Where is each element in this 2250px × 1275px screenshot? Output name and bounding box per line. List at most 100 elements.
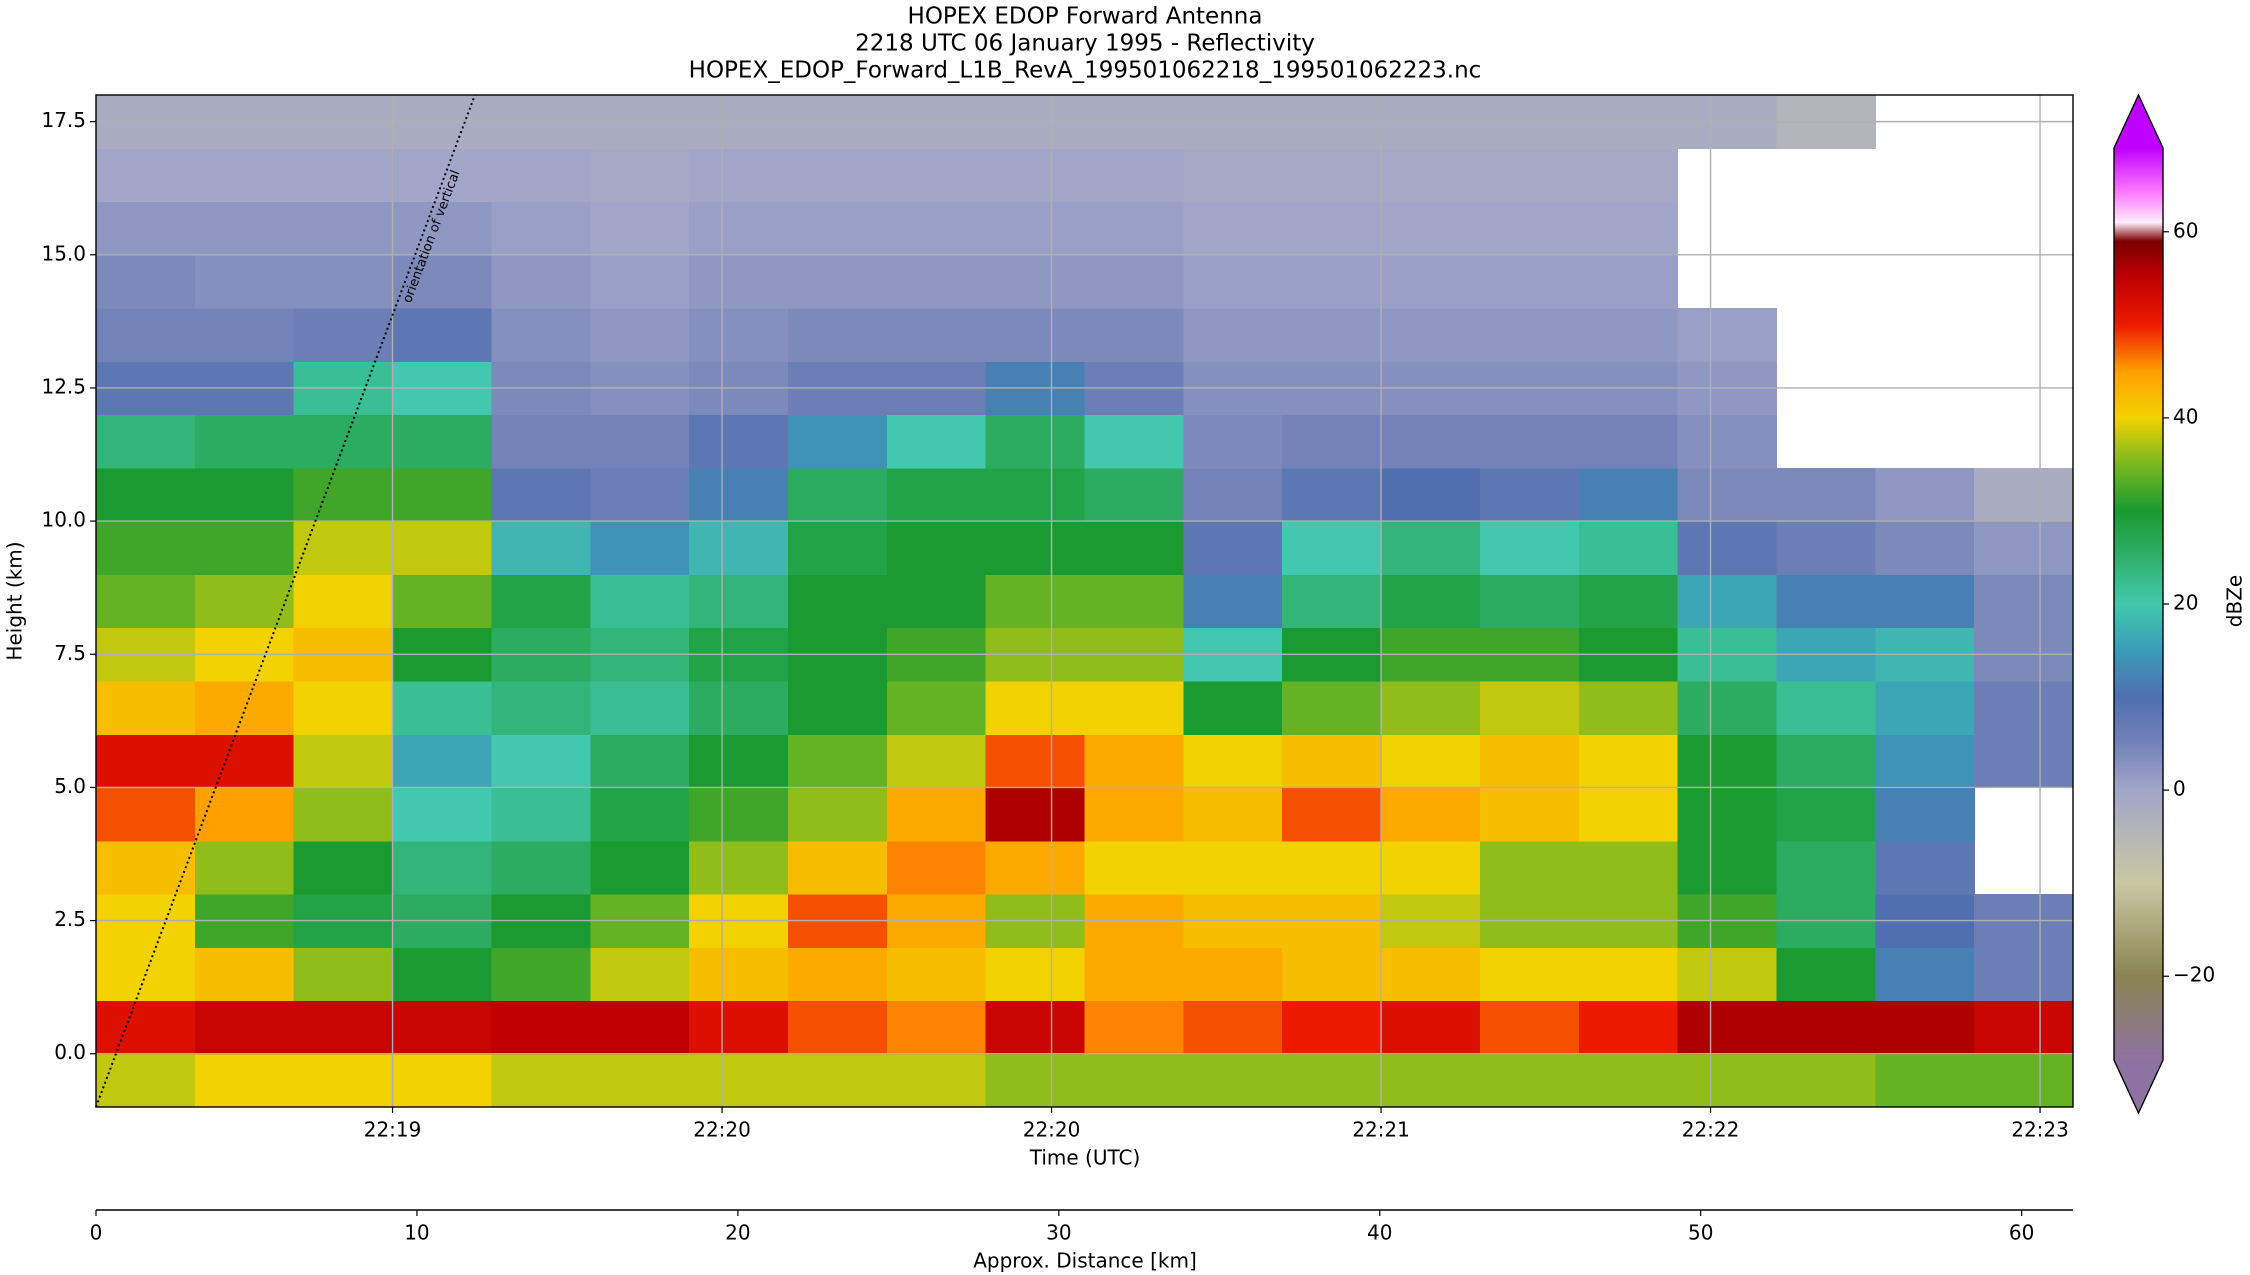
heatmap-cell bbox=[194, 1053, 295, 1108]
heatmap-cell bbox=[590, 308, 690, 362]
heatmap-cell bbox=[1183, 201, 1283, 256]
heatmap-cell bbox=[392, 254, 492, 309]
heatmap-cell bbox=[1578, 1000, 1679, 1055]
heatmap-cell bbox=[1479, 254, 1580, 309]
heatmap-cell bbox=[689, 734, 789, 789]
heatmap-cell bbox=[194, 467, 295, 522]
heatmap-cell bbox=[293, 947, 394, 1002]
heatmap-cell bbox=[1381, 680, 1481, 735]
heatmap-cell bbox=[787, 308, 888, 362]
heatmap-cell bbox=[491, 521, 591, 575]
heatmap-cell bbox=[293, 254, 394, 309]
heatmap-cell bbox=[1381, 947, 1481, 1002]
heatmap-cell bbox=[293, 840, 394, 895]
heatmap-cell bbox=[1677, 467, 1778, 522]
heatmap-cell bbox=[194, 1000, 295, 1055]
heatmap-cell bbox=[392, 787, 492, 842]
heatmap-cell bbox=[1578, 308, 1679, 362]
heatmap-cell bbox=[1084, 734, 1184, 789]
heatmap-cell bbox=[1084, 1000, 1184, 1055]
heatmap-cell bbox=[1578, 201, 1679, 256]
heatmap-cell bbox=[491, 1000, 591, 1055]
heatmap-cell bbox=[392, 680, 492, 735]
heatmap-cell bbox=[1282, 254, 1382, 309]
heatmap-cell bbox=[689, 787, 789, 842]
heatmap-cell bbox=[194, 201, 295, 256]
heatmap-cell bbox=[1183, 308, 1283, 362]
heatmap-cell bbox=[1479, 840, 1580, 895]
heatmap-cell bbox=[1875, 840, 1975, 895]
heatmap-cell bbox=[787, 467, 888, 522]
heatmap-cell bbox=[886, 1000, 987, 1055]
heatmap-cell bbox=[689, 1000, 789, 1055]
heatmap-cell bbox=[985, 947, 1086, 1002]
heatmap-cell bbox=[590, 201, 690, 256]
heatmap-cell bbox=[1578, 787, 1679, 842]
heatmap-cell bbox=[491, 840, 591, 895]
heatmap-cell bbox=[985, 574, 1086, 629]
heatmap-cell bbox=[392, 840, 492, 895]
heatmap-cell bbox=[1084, 467, 1184, 522]
heatmap-cell bbox=[1479, 148, 1580, 203]
heatmap-cell bbox=[491, 947, 591, 1002]
heatmap-cell bbox=[1183, 414, 1283, 469]
heatmap-cell bbox=[689, 201, 789, 256]
heatmap-cell bbox=[491, 148, 591, 203]
heatmap-cell bbox=[1183, 521, 1283, 575]
heatmap-cell bbox=[1479, 467, 1580, 522]
colorbar-extend-top bbox=[2114, 95, 2163, 148]
heatmap-cell bbox=[194, 254, 295, 309]
heatmap-cell bbox=[293, 201, 394, 256]
heatmap-cell bbox=[96, 787, 196, 842]
heatmap-cell bbox=[491, 201, 591, 256]
heatmap-cell bbox=[1183, 734, 1283, 789]
heatmap-cell bbox=[1183, 787, 1283, 842]
heatmap-cell bbox=[1479, 1053, 1580, 1108]
y-tick-label: 12.5 bbox=[41, 374, 86, 398]
heatmap-cell bbox=[985, 680, 1086, 735]
heatmap-cell bbox=[590, 1053, 690, 1108]
heatmap-cell bbox=[689, 680, 789, 735]
heatmap-cell bbox=[886, 148, 987, 203]
heatmap-cell bbox=[787, 574, 888, 629]
heatmap-cell bbox=[1578, 414, 1679, 469]
heatmap-cell bbox=[1183, 840, 1283, 895]
heatmap-cell bbox=[985, 467, 1086, 522]
heatmap-cell bbox=[985, 201, 1086, 256]
heatmap-cell bbox=[491, 680, 591, 735]
heatmap-cell bbox=[1677, 308, 1778, 362]
heatmap-cell bbox=[96, 680, 196, 735]
heatmap-cell bbox=[1183, 254, 1283, 309]
x-tick-label: 22:23 bbox=[2011, 1118, 2069, 1142]
heatmap-cell bbox=[293, 680, 394, 735]
heatmap-cell bbox=[96, 201, 196, 256]
heatmap-cell bbox=[787, 521, 888, 575]
x-tick-label: 22:20 bbox=[693, 1118, 751, 1142]
heatmap-cell bbox=[1776, 574, 1876, 629]
heatmap-cell bbox=[689, 148, 789, 203]
heatmap-cell bbox=[491, 254, 591, 309]
y-tick-label: 0.0 bbox=[54, 1040, 86, 1064]
heatmap-cell bbox=[392, 414, 492, 469]
heatmap-cell bbox=[689, 1053, 789, 1108]
heatmap-cell bbox=[590, 840, 690, 895]
heatmap-cell bbox=[590, 787, 690, 842]
heatmap-cell bbox=[1282, 467, 1382, 522]
y-axis-label: Height (km) bbox=[3, 541, 27, 660]
heatmap-cell bbox=[1282, 201, 1382, 256]
heatmap-cell bbox=[1381, 574, 1481, 629]
heatmap-cell bbox=[590, 254, 690, 309]
heatmap-cell bbox=[1183, 680, 1283, 735]
heatmap-cell bbox=[293, 1053, 394, 1108]
heatmap-cell bbox=[1084, 1053, 1184, 1108]
heatmap-cell bbox=[1578, 734, 1679, 789]
heatmap-cell bbox=[886, 1053, 987, 1108]
secondary-x-tick-label: 60 bbox=[2009, 1221, 2034, 1245]
colorbar-label: dBZe bbox=[2223, 575, 2247, 627]
colorbar-tick-label: 20 bbox=[2173, 591, 2198, 615]
y-tick-label: 10.0 bbox=[41, 508, 86, 532]
heatmap-cell bbox=[96, 148, 196, 203]
heatmap-cell bbox=[1084, 680, 1184, 735]
heatmap-cell bbox=[1282, 1053, 1382, 1108]
colorbar-tick-label: 40 bbox=[2173, 404, 2198, 428]
